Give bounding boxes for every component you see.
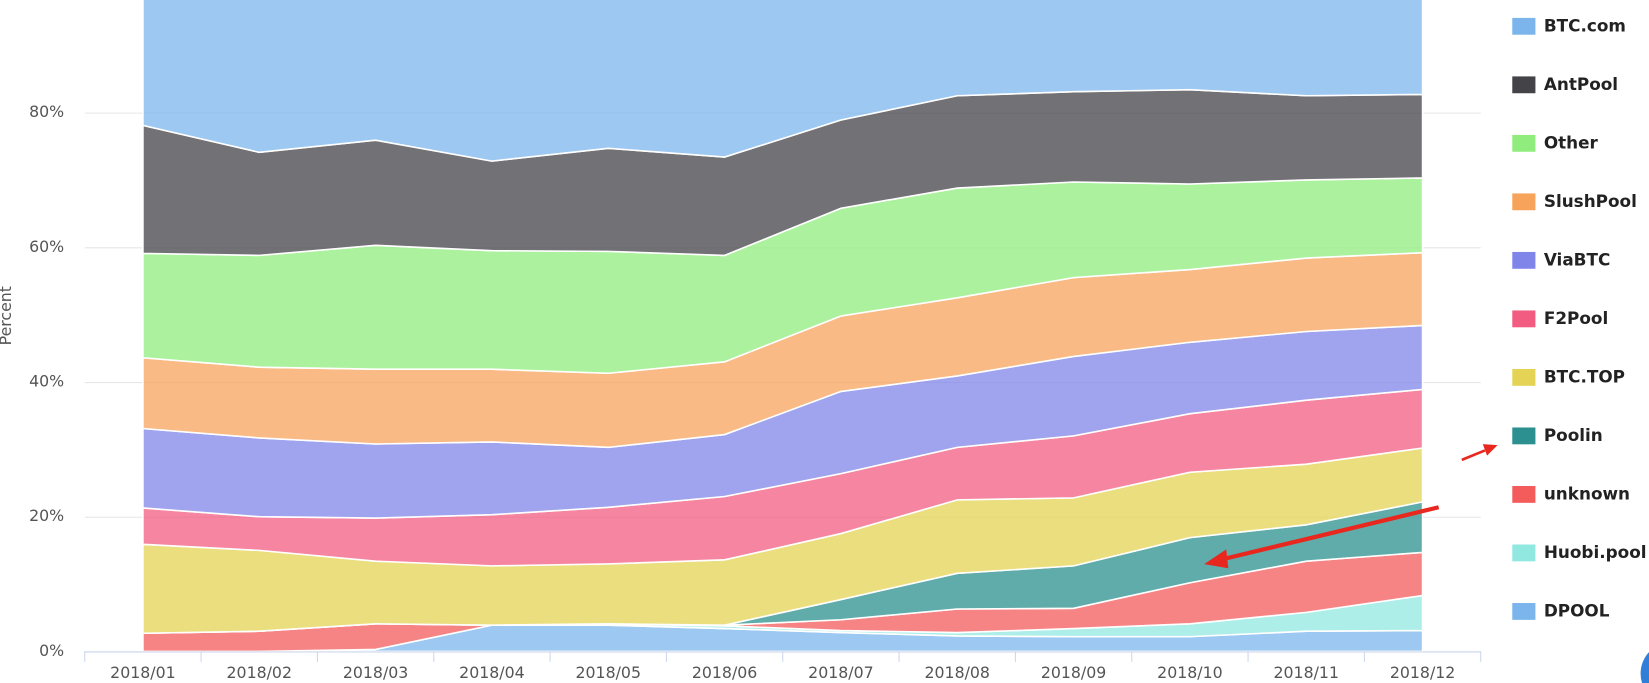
x-tick-label: 2018/05 — [576, 663, 641, 682]
legend-label: Poolin — [1544, 425, 1603, 445]
legend-swatch — [1512, 193, 1536, 211]
legend-label: SlushPool — [1544, 191, 1637, 211]
legend-label: F2Pool — [1544, 308, 1608, 328]
legend-swatch — [1512, 17, 1536, 35]
arrow-line — [1219, 505, 1440, 562]
legend-swatch — [1512, 76, 1536, 94]
legend-swatch — [1512, 310, 1536, 328]
arrow-line — [1461, 449, 1486, 462]
legend-swatch — [1512, 603, 1536, 620]
x-tick-label: 2018/12 — [1390, 663, 1455, 682]
legend-label: Other — [1544, 132, 1599, 152]
x-tick-label: 2018/09 — [1041, 663, 1106, 682]
arrow-head — [1204, 549, 1229, 569]
legend-swatch — [1512, 251, 1536, 269]
x-tick-label: 2018/03 — [343, 663, 408, 682]
y-tick-label: 60% — [29, 237, 64, 256]
legend-swatch — [1512, 485, 1536, 503]
y-axis-title: Percent — [0, 286, 15, 345]
y-tick-label: 40% — [29, 372, 64, 391]
area — [142, 0, 1424, 162]
x-tick-label: 2018/04 — [459, 663, 524, 682]
y-tick-label: 20% — [29, 506, 64, 525]
x-tick-label: 2018/02 — [227, 663, 292, 682]
y-tick-label: 0% — [39, 641, 64, 660]
x-tick-label: 2018/07 — [808, 663, 873, 682]
legend-label: DPOOL — [1544, 600, 1610, 620]
x-tick-label: 2018/01 — [110, 663, 175, 682]
legend-swatch — [1512, 368, 1536, 386]
x-tick-label: 2018/08 — [925, 663, 990, 682]
legend-label: AntPool — [1544, 74, 1618, 94]
legend: BTC.com AntPool Other SlushPool ViaBTC F2Pool… — [1512, 15, 1647, 620]
axes: 0% 20% 40% 60% 80% 2018/01 2018/02 2018/03 2018/… — [29, 102, 1482, 682]
legend-label: BTC.com — [1544, 15, 1626, 35]
legend-swatch — [1512, 544, 1536, 562]
legend-label: Huobi.pool — [1544, 542, 1647, 562]
x-tick-label: 2018/06 — [692, 663, 757, 682]
legend-label: unknown — [1544, 483, 1630, 503]
legend-label: ViaBTC — [1544, 249, 1610, 269]
corner-button[interactable] — [1640, 642, 1649, 683]
y-tick-label: 80% — [29, 102, 64, 121]
legend-label: BTC.TOP — [1544, 366, 1625, 386]
legend-swatch — [1512, 427, 1536, 445]
legend-swatch — [1512, 134, 1536, 152]
x-tick-label: 2018/11 — [1273, 663, 1338, 682]
areas — [142, 0, 1424, 653]
arrow-head — [1482, 444, 1498, 456]
x-tick-label: 2018/10 — [1157, 663, 1222, 682]
annotation-arrows — [1204, 444, 1498, 569]
